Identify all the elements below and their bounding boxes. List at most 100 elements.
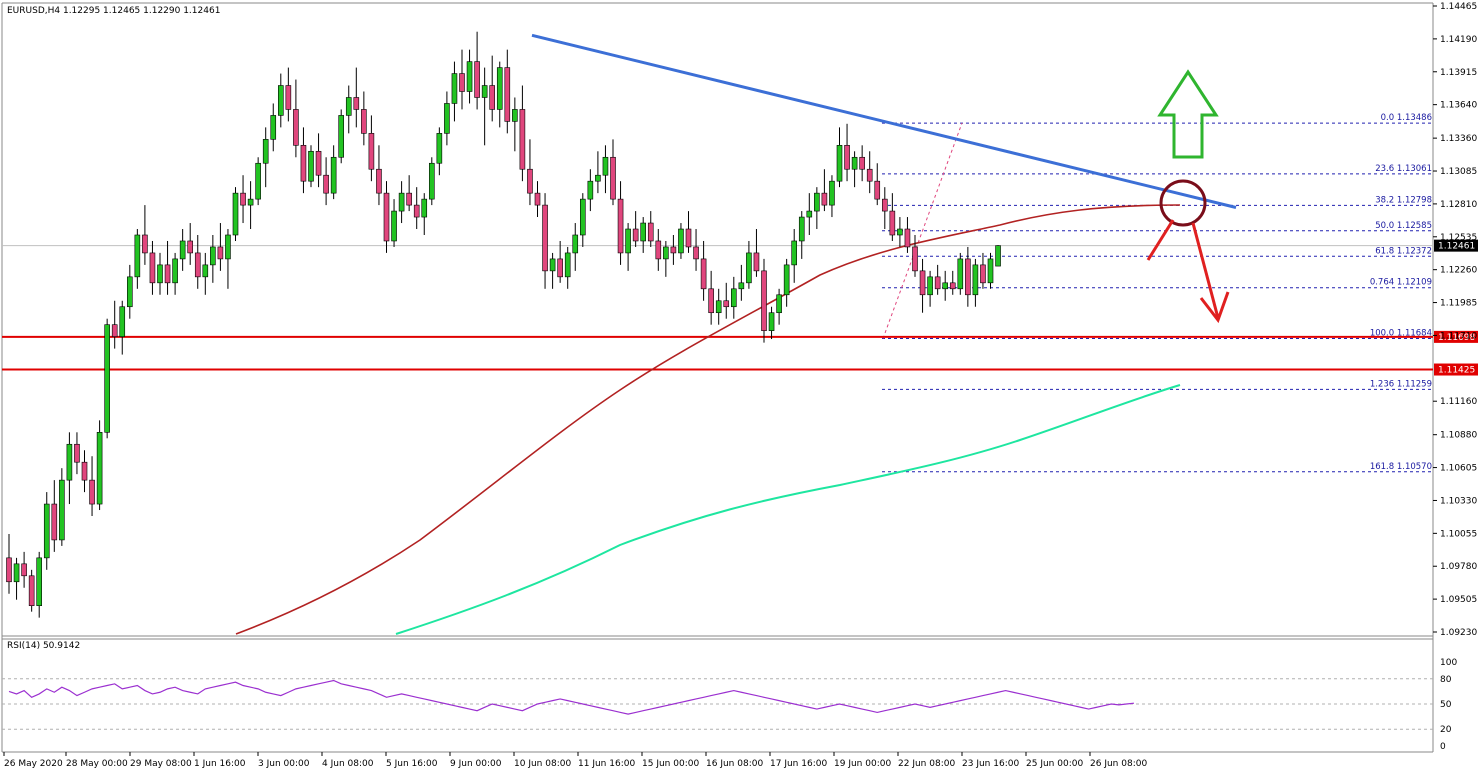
x-tick-label: 29 May 08:00 — [130, 759, 192, 769]
bull-candle-body — [678, 228, 684, 254]
x-tick-label: 5 Jun 16:00 — [386, 759, 438, 769]
candle — [383, 181, 390, 253]
bull-candle-body — [247, 198, 254, 206]
candle — [647, 211, 654, 247]
bear-candle-body — [844, 145, 850, 170]
candle — [965, 246, 971, 307]
candle — [708, 270, 714, 325]
x-tick-label: 28 May 00:00 — [66, 759, 128, 769]
bull-candle-body — [210, 246, 216, 266]
y-tick-label: 1.10055 — [1440, 529, 1477, 539]
candle — [980, 252, 986, 289]
candle — [391, 199, 397, 247]
candle — [36, 551, 43, 618]
bear-candle-body — [21, 563, 27, 577]
bull-candle-body — [391, 210, 397, 242]
bear-candle-body — [51, 503, 58, 541]
y-tick-label: 1.09505 — [1440, 595, 1477, 605]
bull-candle-body — [730, 288, 737, 308]
fib-level-label: 0.0 1.13486 — [1381, 113, 1432, 123]
y-tick-label: 1.12810 — [1440, 200, 1477, 210]
y-tick-label: 1.12535 — [1440, 233, 1477, 243]
y-tick-label: 1.13640 — [1440, 101, 1477, 111]
candle — [534, 181, 541, 218]
bear-candle-body — [323, 174, 329, 194]
candle — [678, 223, 684, 259]
bull-candle-body — [995, 245, 1001, 267]
candle — [527, 139, 533, 206]
candle — [579, 193, 586, 247]
candle — [308, 145, 314, 188]
x-tick-label: 26 May 2020 — [4, 759, 63, 769]
fib-level-label: 100.0 1.11684 — [1370, 329, 1432, 339]
candle — [844, 123, 850, 182]
candle — [730, 276, 737, 319]
bear-candle-body — [980, 264, 986, 284]
x-tick-label: 15 Jun 00:00 — [642, 759, 699, 769]
bull-candle-body — [798, 216, 805, 242]
bull-candle-body — [13, 563, 20, 583]
candle — [715, 288, 722, 325]
candle — [142, 205, 148, 265]
bull-candle-body — [398, 192, 405, 212]
bull-candle-body — [746, 252, 752, 284]
candle — [655, 229, 662, 271]
bear-candle-body — [655, 240, 662, 260]
candle — [285, 67, 292, 122]
candle — [617, 181, 624, 265]
fib-level-label: 161.8 1.10570 — [1370, 462, 1432, 472]
candle — [262, 127, 269, 188]
bear-candle-body — [217, 246, 224, 260]
bull-candle-body — [262, 139, 269, 164]
candle — [232, 187, 239, 241]
candle — [821, 169, 828, 212]
bull-candle-body — [225, 234, 231, 260]
candle — [300, 127, 307, 194]
candle — [489, 55, 496, 122]
candle — [157, 252, 163, 295]
bear-candle-body — [383, 192, 390, 242]
candle — [874, 163, 881, 206]
candle — [51, 480, 58, 552]
bull-candle-body — [595, 174, 601, 182]
y-tick-label: 1.14465 — [1440, 2, 1477, 12]
bear-candle-body — [761, 270, 767, 331]
bear-candle-body — [610, 156, 616, 200]
candle — [587, 169, 594, 212]
bear-candle-body — [474, 61, 480, 98]
x-tick-label: 16 Jun 08:00 — [706, 759, 763, 769]
bear-candle-body — [700, 258, 707, 290]
bull-candle-body — [496, 67, 503, 110]
candle — [202, 252, 209, 295]
candle — [194, 234, 201, 289]
candle — [149, 240, 156, 295]
candle — [361, 91, 367, 146]
x-tick-label: 9 Jun 00:00 — [450, 759, 502, 769]
y-tick-label: 1.10330 — [1440, 496, 1477, 506]
bear-candle-body — [353, 97, 360, 110]
bull-candle-body — [338, 115, 345, 158]
bull-candle-body — [466, 61, 473, 92]
bull-candle-body — [897, 228, 903, 236]
candle — [270, 103, 277, 152]
rsi-tick-label: 20 — [1440, 725, 1452, 735]
candle — [293, 79, 299, 158]
x-tick-label: 11 Jun 16:00 — [578, 759, 635, 769]
bull-candle-body — [172, 258, 178, 284]
candle — [746, 240, 752, 289]
bull-candle-body — [345, 97, 352, 116]
candle — [919, 258, 926, 313]
candle — [436, 127, 443, 176]
bull-candle-body — [255, 162, 261, 200]
candle — [119, 300, 126, 355]
candle — [814, 187, 820, 230]
rsi-tick-label: 50 — [1440, 700, 1452, 710]
support-tag — [1434, 330, 1478, 343]
bull-candle-body — [776, 294, 782, 314]
candle — [459, 49, 465, 110]
candle — [881, 187, 888, 230]
y-tick-label: 1.09780 — [1440, 562, 1477, 572]
bear-candle-body — [965, 258, 971, 296]
bear-candle-body — [489, 85, 496, 110]
bull-candle-body — [308, 150, 314, 182]
